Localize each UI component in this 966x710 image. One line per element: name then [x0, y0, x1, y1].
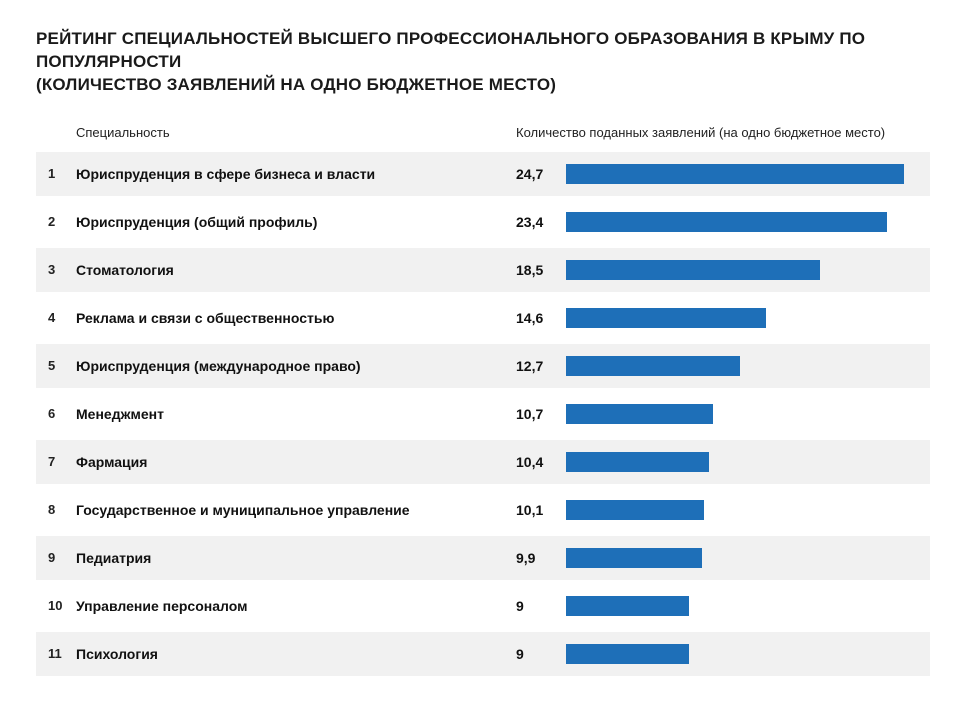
header-applications: Количество поданных заявлений (на одно б…: [516, 125, 930, 140]
row-bar-cell: [566, 596, 930, 616]
rows-container: 1Юриспруденция в сфере бизнеса и власти2…: [36, 152, 930, 676]
row-rank: 5: [42, 358, 76, 373]
row-bar: [566, 260, 820, 280]
table-row: 3Стоматология18,5: [36, 248, 930, 292]
row-label: Юриспруденция (общий профиль): [76, 214, 516, 230]
table-row: 4Реклама и связи с общественностью14,6: [36, 296, 930, 340]
row-bar: [566, 308, 766, 328]
row-label: Фармация: [76, 454, 516, 470]
chart-title: РЕЙТИНГ СПЕЦИАЛЬНОСТЕЙ ВЫСШЕГО ПРОФЕССИО…: [36, 28, 930, 97]
row-value: 9: [516, 646, 566, 662]
table-row: 9Педиатрия9,9: [36, 536, 930, 580]
title-line-2: (КОЛИЧЕСТВО ЗАЯВЛЕНИЙ НА ОДНО БЮДЖЕТНОЕ …: [36, 75, 556, 94]
table-row: 10Управление персоналом9: [36, 584, 930, 628]
row-bar-cell: [566, 404, 930, 424]
row-label: Реклама и связи с общественностью: [76, 310, 516, 326]
row-label: Государственное и муниципальное управлен…: [76, 502, 516, 518]
row-rank: 9: [42, 550, 76, 565]
row-value: 23,4: [516, 214, 566, 230]
row-label: Управление персоналом: [76, 598, 516, 614]
row-bar: [566, 404, 713, 424]
row-bar-cell: [566, 452, 930, 472]
row-bar: [566, 500, 704, 520]
row-value: 18,5: [516, 262, 566, 278]
column-headers: Специальность Количество поданных заявле…: [36, 125, 930, 140]
row-bar-cell: [566, 356, 930, 376]
row-rank: 3: [42, 262, 76, 277]
row-bar-cell: [566, 164, 930, 184]
row-bar-cell: [566, 260, 930, 280]
row-bar-cell: [566, 644, 930, 664]
row-bar-cell: [566, 212, 930, 232]
row-label: Юриспруденция (международное право): [76, 358, 516, 374]
row-bar-cell: [566, 548, 930, 568]
row-rank: 11: [42, 646, 76, 661]
row-label: Юриспруденция в сфере бизнеса и власти: [76, 166, 516, 182]
row-bar: [566, 548, 702, 568]
table-row: 7Фармация10,4: [36, 440, 930, 484]
row-value: 9: [516, 598, 566, 614]
row-bar-cell: [566, 500, 930, 520]
row-rank: 6: [42, 406, 76, 421]
row-bar: [566, 164, 904, 184]
table-row: 2Юриспруденция (общий профиль)23,4: [36, 200, 930, 244]
row-bar: [566, 356, 740, 376]
row-value: 10,1: [516, 502, 566, 518]
row-bar-cell: [566, 308, 930, 328]
row-label: Стоматология: [76, 262, 516, 278]
row-bar: [566, 644, 689, 664]
row-label: Педиатрия: [76, 550, 516, 566]
row-value: 10,4: [516, 454, 566, 470]
table-row: 6Менеджмент10,7: [36, 392, 930, 436]
row-bar: [566, 452, 709, 472]
row-rank: 1: [42, 166, 76, 181]
row-bar: [566, 212, 887, 232]
row-rank: 7: [42, 454, 76, 469]
row-value: 9,9: [516, 550, 566, 566]
row-value: 12,7: [516, 358, 566, 374]
row-rank: 2: [42, 214, 76, 229]
title-line-1: РЕЙТИНГ СПЕЦИАЛЬНОСТЕЙ ВЫСШЕГО ПРОФЕССИО…: [36, 29, 865, 71]
row-label: Менеджмент: [76, 406, 516, 422]
table-row: 11Психология9: [36, 632, 930, 676]
table-row: 8Государственное и муниципальное управле…: [36, 488, 930, 532]
row-value: 14,6: [516, 310, 566, 326]
row-value: 24,7: [516, 166, 566, 182]
table-row: 1Юриспруденция в сфере бизнеса и власти2…: [36, 152, 930, 196]
row-rank: 4: [42, 310, 76, 325]
row-rank: 10: [42, 598, 76, 613]
row-bar: [566, 596, 689, 616]
row-rank: 8: [42, 502, 76, 517]
row-value: 10,7: [516, 406, 566, 422]
header-speciality: Специальность: [42, 125, 516, 140]
row-label: Психология: [76, 646, 516, 662]
table-row: 5Юриспруденция (международное право)12,7: [36, 344, 930, 388]
